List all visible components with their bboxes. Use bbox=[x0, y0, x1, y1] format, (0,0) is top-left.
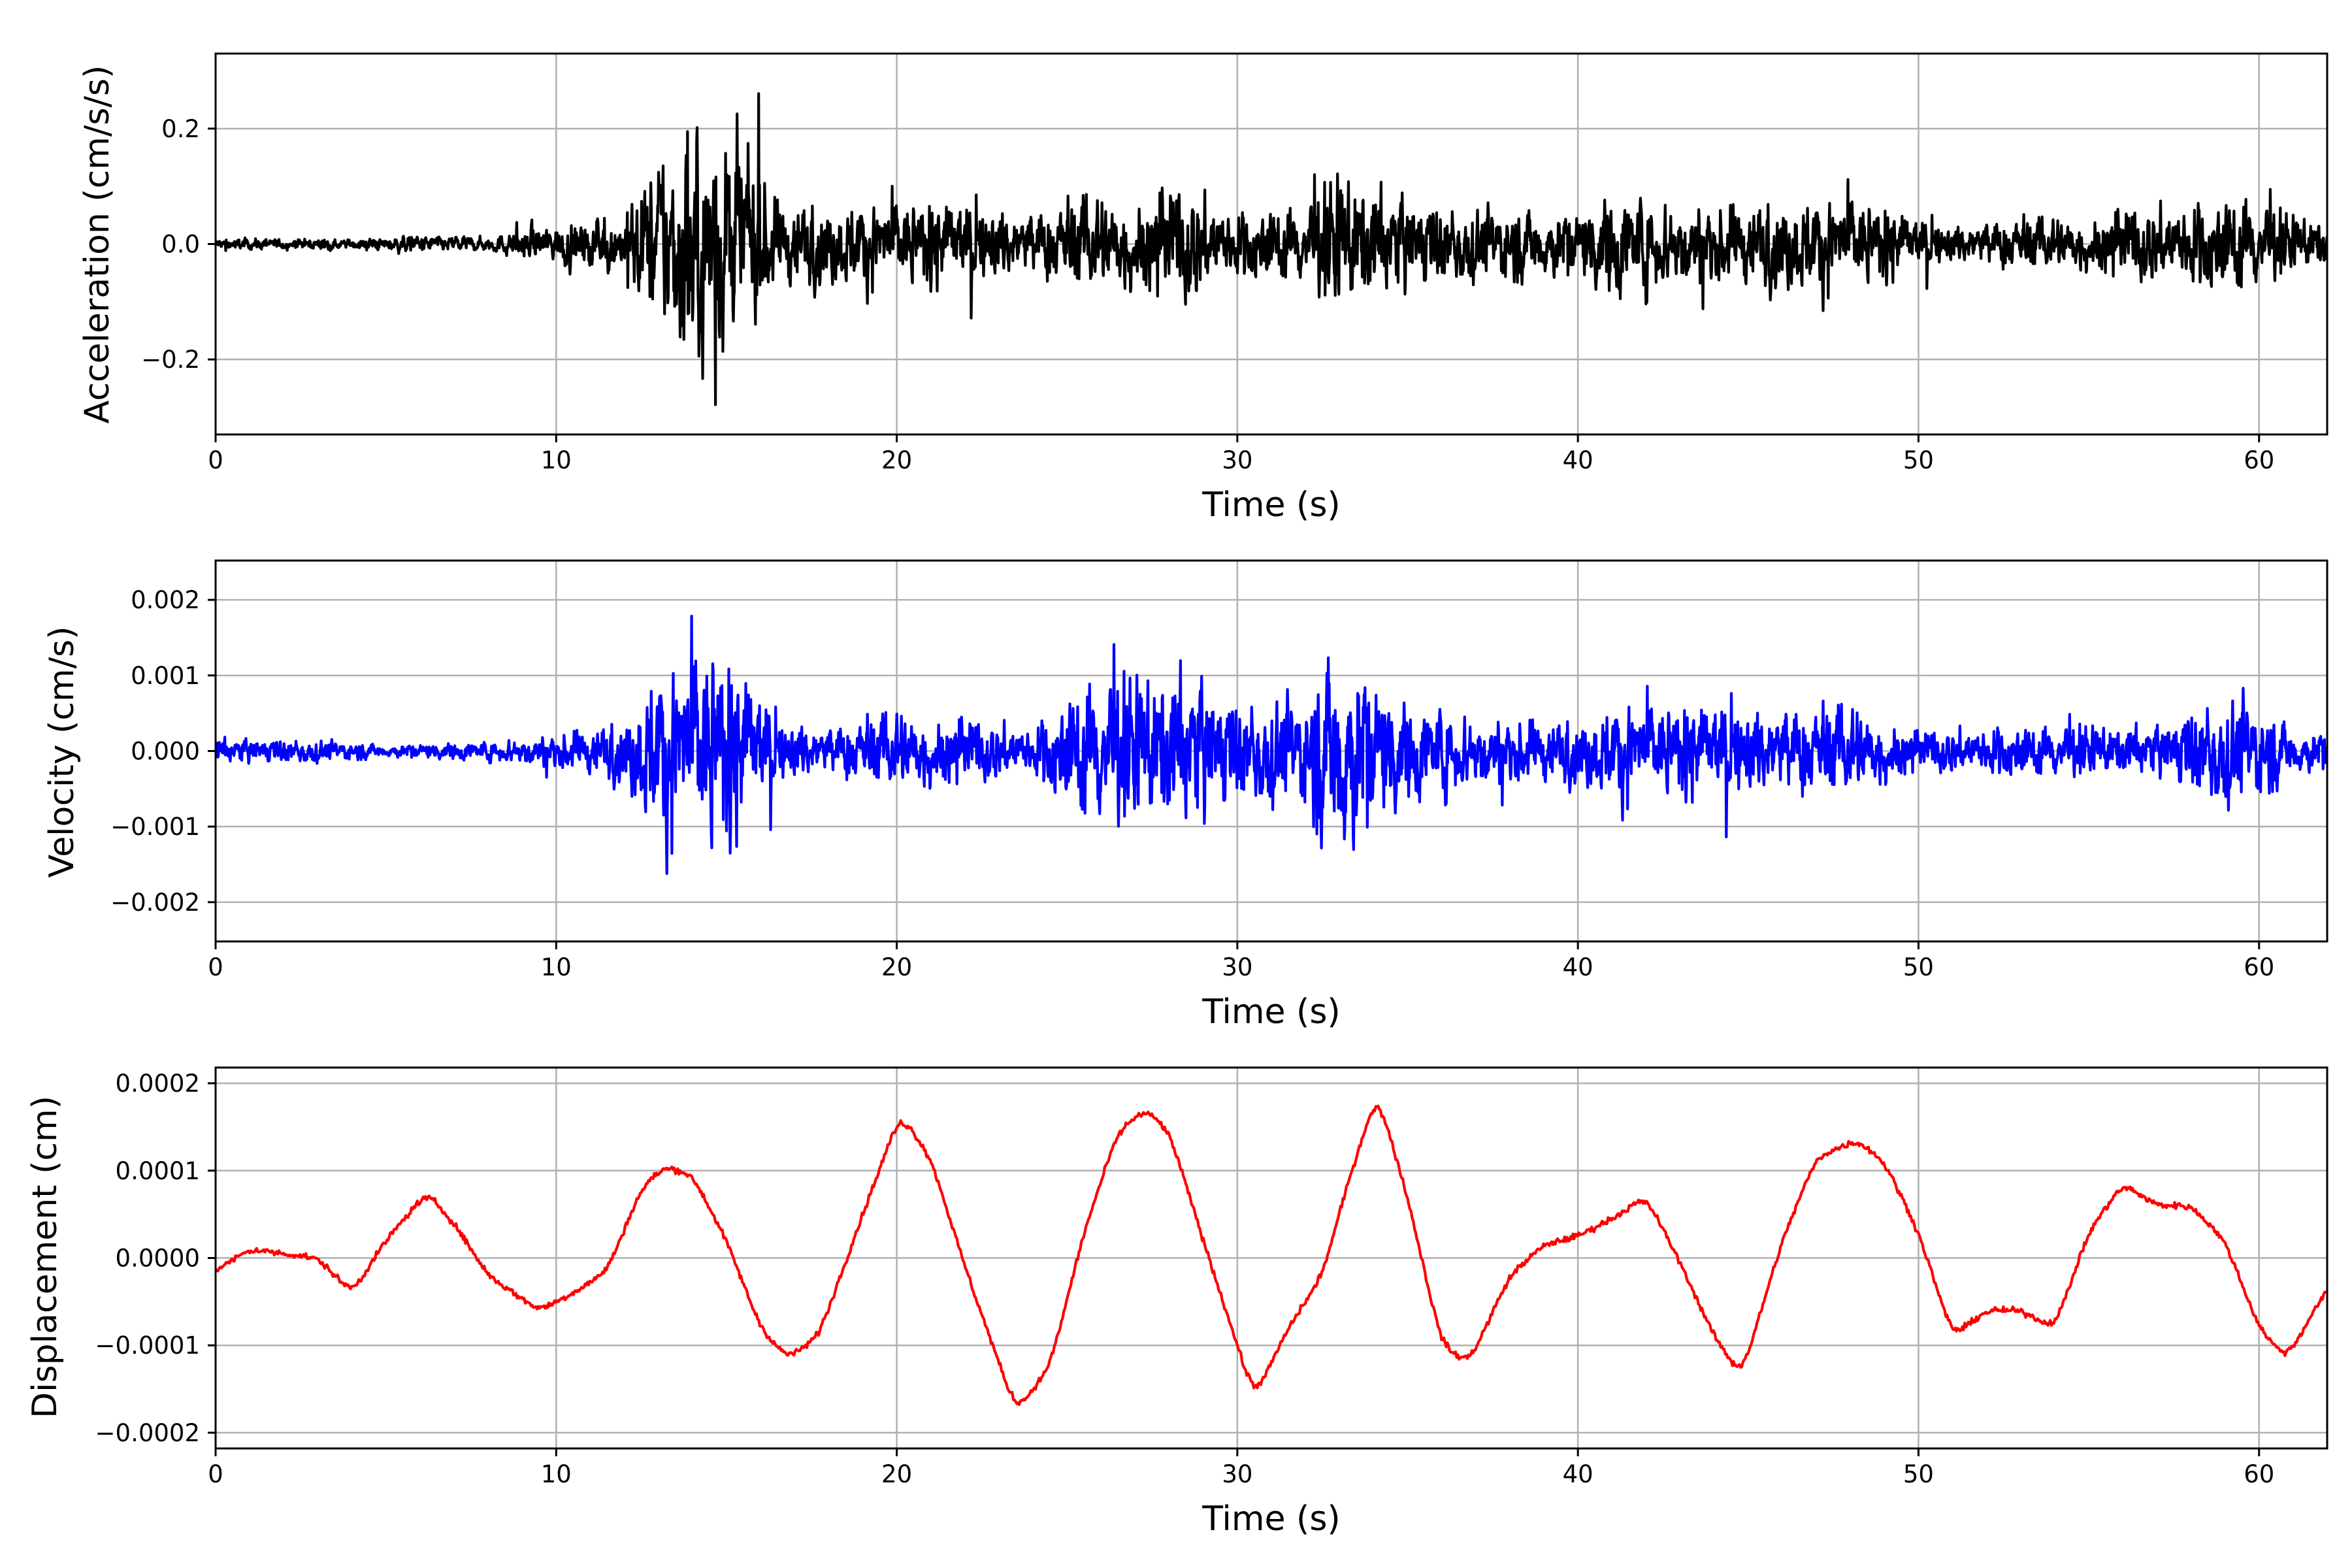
displacement-series-line bbox=[216, 1104, 2327, 1406]
displacement-ytick-label-2: 0.0000 bbox=[116, 1245, 200, 1273]
displacement-panel: Time (s) Displacement (cm) 0 10 20 30 40 50 60… bbox=[25, 1066, 2328, 1539]
acceleration-xtick-label-2: 20 bbox=[881, 446, 912, 474]
acceleration-panel: Time (s) Acceleration (cm/s/s) 0 10 20 30 40… bbox=[78, 52, 2328, 525]
displacement-xtick-label-5: 50 bbox=[1903, 1460, 1934, 1488]
velocity-ylabel: Velocity (cm/s) bbox=[42, 627, 82, 878]
velocity-ytick-label-1: −0.001 bbox=[110, 813, 200, 841]
displacement-ytick-label-4: 0.0002 bbox=[116, 1070, 200, 1098]
velocity-series-line bbox=[216, 615, 2327, 875]
velocity-ytick-label-4: 0.002 bbox=[131, 586, 200, 614]
acceleration-ytick-label-0: −0.2 bbox=[141, 346, 200, 374]
acceleration-xtick-label-3: 30 bbox=[1222, 446, 1252, 474]
acceleration-xlabel: Time (s) bbox=[1201, 485, 1340, 525]
velocity-xtick-label-2: 20 bbox=[881, 953, 912, 981]
velocity-xtick-label-0: 0 bbox=[208, 953, 223, 981]
displacement-xtick-label-4: 40 bbox=[1563, 1460, 1593, 1488]
velocity-panel: Time (s) Velocity (cm/s) 0 10 20 30 40 50 60 −0… bbox=[42, 559, 2328, 1032]
displacement-xlabel: Time (s) bbox=[1201, 1499, 1340, 1539]
velocity-xtick-label-3: 30 bbox=[1222, 953, 1252, 981]
acceleration-xtick-label-0: 0 bbox=[208, 446, 223, 474]
acceleration-ylabel: Acceleration (cm/s/s) bbox=[78, 65, 117, 424]
displacement-xtick-label-0: 0 bbox=[208, 1460, 223, 1488]
velocity-xtick-label-5: 50 bbox=[1903, 953, 1934, 981]
velocity-ytick-label-0: −0.002 bbox=[110, 889, 200, 917]
acceleration-xtick-label-6: 60 bbox=[2244, 446, 2274, 474]
acceleration-xtick-label-4: 40 bbox=[1563, 446, 1593, 474]
velocity-xlabel: Time (s) bbox=[1201, 992, 1340, 1032]
acceleration-ytick-label-1: 0.0 bbox=[161, 231, 200, 259]
velocity-xtick-label-4: 40 bbox=[1563, 953, 1593, 981]
velocity-ytick-label-2: 0.000 bbox=[131, 738, 200, 766]
acceleration-xtick-label-5: 50 bbox=[1903, 446, 1934, 474]
displacement-ytick-label-3: 0.0001 bbox=[116, 1157, 200, 1185]
displacement-xtick-label-2: 20 bbox=[881, 1460, 912, 1488]
acceleration-xtick-label-1: 10 bbox=[541, 446, 572, 474]
acceleration-series-line bbox=[216, 92, 2327, 406]
displacement-xtick-label-3: 30 bbox=[1222, 1460, 1252, 1488]
velocity-xtick-label-1: 10 bbox=[541, 953, 572, 981]
displacement-ylabel: Displacement (cm) bbox=[25, 1096, 65, 1418]
velocity-ytick-label-3: 0.001 bbox=[131, 662, 200, 690]
displacement-ytick-label-1: −0.0001 bbox=[95, 1331, 200, 1360]
displacement-ytick-label-0: −0.0002 bbox=[95, 1419, 200, 1447]
velocity-xtick-label-6: 60 bbox=[2244, 953, 2274, 981]
displacement-xtick-label-6: 60 bbox=[2244, 1460, 2274, 1488]
acceleration-ytick-label-2: 0.2 bbox=[161, 115, 200, 143]
displacement-xtick-label-1: 10 bbox=[541, 1460, 572, 1488]
